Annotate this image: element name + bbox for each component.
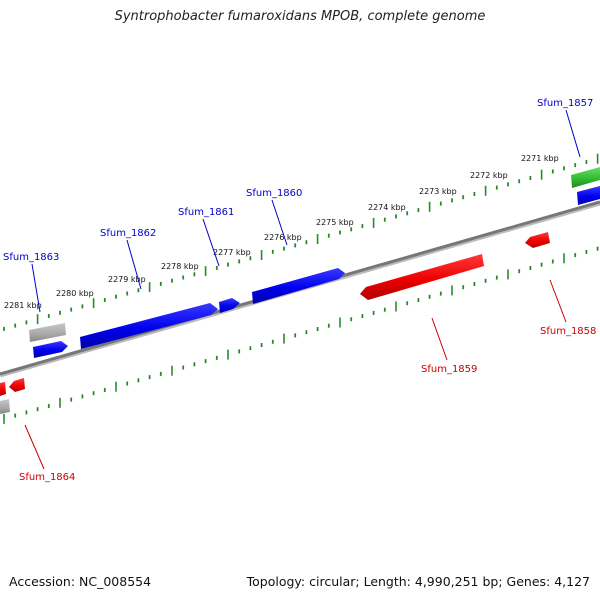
gene-sfum-1863-feature[interactable] (33, 341, 68, 358)
kbp-label: 2275 kbp (316, 218, 354, 227)
kbp-label: 2281 kbp (4, 301, 42, 310)
kbp-label: 2273 kbp (419, 187, 457, 196)
genome-summary-text: Topology: circular; Length: 4,990,251 bp… (246, 574, 590, 589)
gene-label-sfum-1862[interactable]: Sfum_1862 (100, 228, 156, 239)
kbp-label: 2274 kbp (368, 203, 406, 212)
gene-1857-rna-feature[interactable] (571, 167, 600, 188)
gene-labels: Sfum_1857 Sfum_1860 Sfum_1861 Sfum_1862 Sfum… (3, 98, 596, 483)
gene-sfum-1860-feature[interactable] (252, 268, 345, 304)
lower-tick-ruler (3, 246, 599, 424)
kbp-label: 2278 kbp (161, 262, 199, 271)
kbp-label: 2272 kbp (470, 171, 508, 180)
gene-features[interactable] (0, 167, 600, 414)
gene-label-sfum-1857[interactable]: Sfum_1857 (537, 98, 593, 109)
gene-sfum-1857-feature[interactable] (577, 186, 600, 205)
gene-label-sfum-1863[interactable]: Sfum_1863 (3, 252, 59, 263)
gene-1864-gray-feature[interactable] (0, 399, 10, 414)
gene-1863-upstream-feature[interactable] (29, 323, 66, 342)
gene-label-connector (24, 424, 45, 470)
gene-label-sfum-1864[interactable]: Sfum_1864 (19, 472, 75, 483)
gene-label-sfum-1859[interactable]: Sfum_1859 (421, 364, 477, 375)
upper-tick-ruler (3, 153, 599, 331)
kbp-label: 2279 kbp (108, 275, 146, 284)
kbp-label: 2271 kbp (521, 154, 559, 163)
gene-label-connector (565, 109, 581, 158)
gene-label-connector (202, 218, 220, 267)
gene-sfum-1864-feature[interactable] (9, 378, 25, 392)
gene-1864-upstream-feature[interactable] (0, 382, 6, 396)
gene-label-connector (126, 239, 142, 290)
gene-label-connector (549, 279, 567, 323)
gene-label-sfum-1860[interactable]: Sfum_1860 (246, 188, 302, 199)
gene-sfum-1861-feature[interactable] (219, 298, 240, 313)
accession-text: Accession: NC_008554 (9, 574, 152, 589)
gene-label-connector (431, 317, 448, 361)
kbp-label: 2276 kbp (264, 233, 302, 242)
map-title: Syntrophobacter fumaroxidans MPOB, compl… (114, 9, 486, 24)
gene-sfum-1858-feature[interactable] (525, 232, 550, 248)
gene-label-sfum-1861[interactable]: Sfum_1861 (178, 207, 234, 218)
gene-label-connector (31, 263, 41, 313)
gene-sfum-1862-feature[interactable] (80, 303, 218, 349)
kbp-label: 2280 kbp (56, 289, 94, 298)
kbp-label: 2277 kbp (213, 248, 251, 257)
gene-label-sfum-1858[interactable]: Sfum_1858 (540, 326, 596, 337)
gene-sfum-1859-feature[interactable] (360, 254, 484, 300)
kbp-labels: 2271 kbp 2272 kbp 2273 kbp 2274 kbp 2275 kbp… (4, 154, 559, 310)
gene-label-connector (271, 199, 288, 246)
